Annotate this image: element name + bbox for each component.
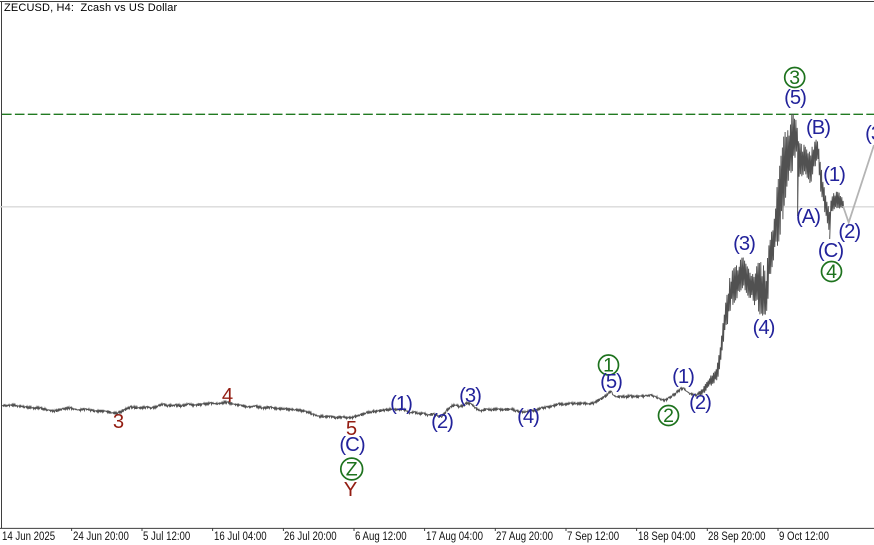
svg-text:Z: Z <box>346 459 358 481</box>
svg-text:2: 2 <box>663 405 674 427</box>
svg-text:1: 1 <box>603 355 614 377</box>
svg-text:3: 3 <box>789 67 800 89</box>
svg-text:4: 4 <box>826 261 837 283</box>
